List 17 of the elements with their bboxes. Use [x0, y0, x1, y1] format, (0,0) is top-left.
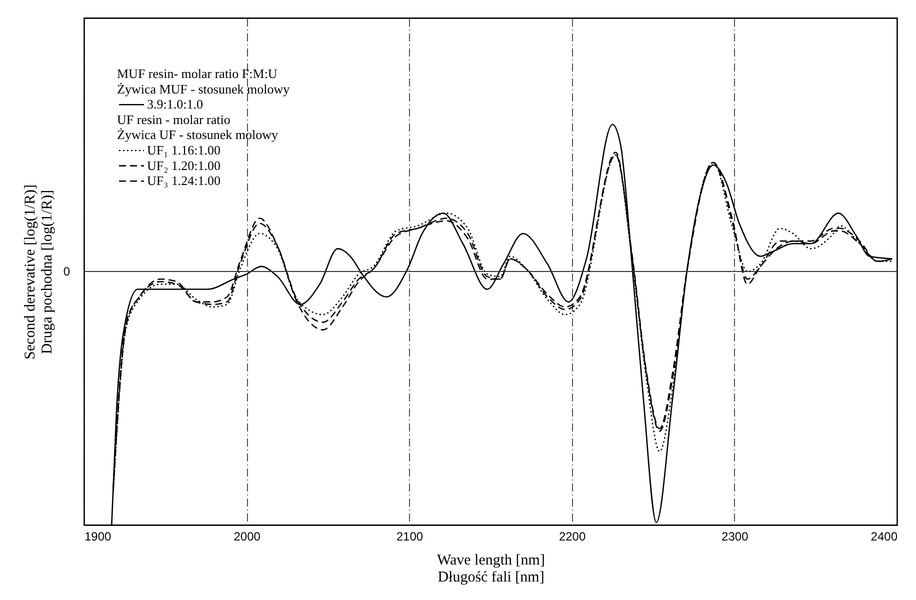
legend-label: UF₁ 1.16:1.00 [147, 142, 221, 158]
legend-label: UF₃ 1.24:1.00 [147, 173, 221, 188]
annotation: UF resin - molar ratio [117, 112, 230, 127]
x-tick-label: 1900 [84, 530, 112, 544]
text: MUF resin- molar ratio F:M:U [117, 66, 278, 81]
text: Żywica MUF - stosunek molowy [117, 81, 290, 96]
x-tick-label: 2000 [234, 530, 261, 544]
annotation: Żywica UF - stosunek molowy [117, 127, 279, 142]
x-tick-label: 2100 [396, 530, 424, 544]
legend-label: 3.9:1.0:1.0 [147, 96, 203, 112]
x-axis-title: Wave length [nm] Długość fali [nm] [437, 552, 545, 586]
x-tick-label: 2300 [722, 530, 749, 544]
x-tick-label: 2200 [558, 530, 586, 544]
legend-label: UF₂ 1.20:1.00 [147, 158, 221, 173]
y-axis-title: Second derevative [log(1/R)] Druga pochodna [log(1/R)] [22, 184, 56, 360]
ref-line-label: 0 [63, 264, 70, 278]
x-tick-label: 2400 [870, 530, 898, 544]
